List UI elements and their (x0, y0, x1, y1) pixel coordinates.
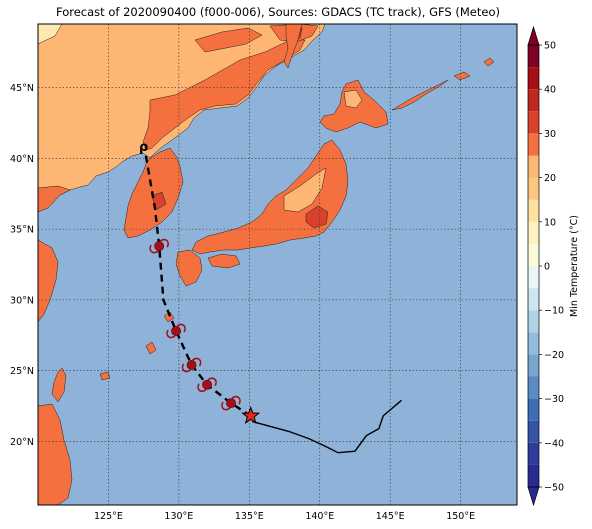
colorbar-band (528, 332, 539, 355)
colorbar-band (528, 420, 539, 443)
colorbar-band (528, 464, 539, 487)
land-hokkaido-cool (343, 89, 363, 109)
land-kanto-hot-spot (305, 205, 329, 229)
land-ryukyu-okinawa (145, 341, 157, 355)
colorbar-band (528, 398, 539, 421)
land-hot-zone-west (38, 185, 71, 213)
land-taiwan (51, 367, 67, 403)
storm-track-observed (251, 399, 402, 454)
typhoon-symbol-icon (181, 357, 202, 373)
storm-symbols-group (149, 238, 241, 411)
longitude-axis-labels: 125°E 130°E 135°E 140°E 145°E 150°E (94, 511, 475, 522)
typhoon-symbol-icon (166, 323, 186, 339)
colorbar-tick-label: 30 (544, 129, 556, 140)
land-kyushu (175, 249, 203, 287)
colorbar-tick-label: −20 (544, 350, 564, 361)
colorbar-tick-label: −50 (544, 483, 564, 494)
land-hot-zone-manchuria (142, 39, 306, 151)
colorbar-band (528, 89, 539, 112)
colorbar-band (528, 288, 539, 311)
colorbar-band (528, 111, 539, 134)
land-cool-zone (38, 24, 63, 45)
map-title: Forecast of 2020090400 (f000-006), Sourc… (56, 5, 500, 19)
land-ryukyu-south (99, 371, 111, 381)
land-honshu (191, 139, 349, 255)
latitude-tick-label: 45°N (10, 83, 34, 94)
colorbar-band (528, 67, 539, 90)
colorbar-band (528, 133, 539, 156)
colorbar-tick-label: 40 (544, 85, 556, 96)
colorbar-band (528, 177, 539, 200)
latitude-tick-label: 20°N (10, 437, 34, 448)
longitude-tick-label: 150°E (446, 511, 475, 522)
latitude-tick-label: 25°N (10, 366, 34, 377)
colorbar-tick-label: 0 (544, 262, 550, 273)
latitude-tick-label: 35°N (10, 225, 34, 236)
land-kamchatka-tip (483, 57, 495, 67)
latitude-axis-labels: 20°N 25°N 30°N 35°N 40°N 45°N (10, 83, 34, 448)
longitude-tick-label: 130°E (164, 511, 193, 522)
colorbar-tick-label: −40 (544, 438, 564, 449)
current-position-star-icon (241, 405, 261, 424)
colorbar-tick-label: −30 (544, 394, 564, 405)
lat-lon-grid (38, 24, 517, 505)
latitude-tick-label: 30°N (10, 295, 34, 306)
longitude-tick-label: 145°E (376, 511, 405, 522)
colorbar-tick-label: 50 (544, 41, 556, 52)
map-frame (37, 23, 518, 506)
land-hot-zone-northeast (194, 27, 263, 53)
colorbar-band (528, 155, 539, 178)
colorbar-min-extend (527, 486, 540, 507)
land-china-south (38, 403, 73, 505)
colorbar-band (528, 221, 539, 244)
map-plot-area: ρ (38, 24, 517, 505)
colorbar-band (528, 243, 539, 266)
typhoon-symbol-icon (149, 238, 169, 254)
land-shikoku (207, 253, 241, 269)
colorbar-band (528, 354, 539, 377)
colorbar-band (528, 199, 539, 222)
colorbar-tick-label: 20 (544, 173, 556, 184)
longitude-tick-label: 135°E (235, 511, 264, 522)
land-china-east (38, 239, 59, 323)
typhoon-symbol-icon (221, 395, 241, 411)
tropical-depression-icon: ρ (139, 140, 148, 155)
colorbar-band (528, 266, 539, 289)
colorbar-band (528, 45, 539, 68)
colorbar-band (528, 376, 539, 399)
colorbar-band (528, 442, 539, 465)
latitude-tick-label: 40°N (10, 154, 34, 165)
colorbar-band (528, 310, 539, 333)
typhoon-symbol-icon (197, 377, 217, 392)
colorbar-max-extend (527, 25, 540, 46)
colorbar-title: Min Temperature (°C) (569, 215, 580, 317)
storm-track-forecast (143, 151, 252, 417)
colorbar: −50 −40 −30 −20 −10 0 10 20 30 40 50 (527, 25, 564, 507)
longitude-tick-label: 140°E (305, 511, 334, 522)
colorbar-tick-label: 10 (544, 217, 556, 228)
colorbar-tick-label: −10 (544, 306, 564, 317)
land-honshu-warm-zone (283, 167, 327, 213)
land-sakhalin (283, 24, 303, 69)
longitude-tick-label: 125°E (94, 511, 123, 522)
